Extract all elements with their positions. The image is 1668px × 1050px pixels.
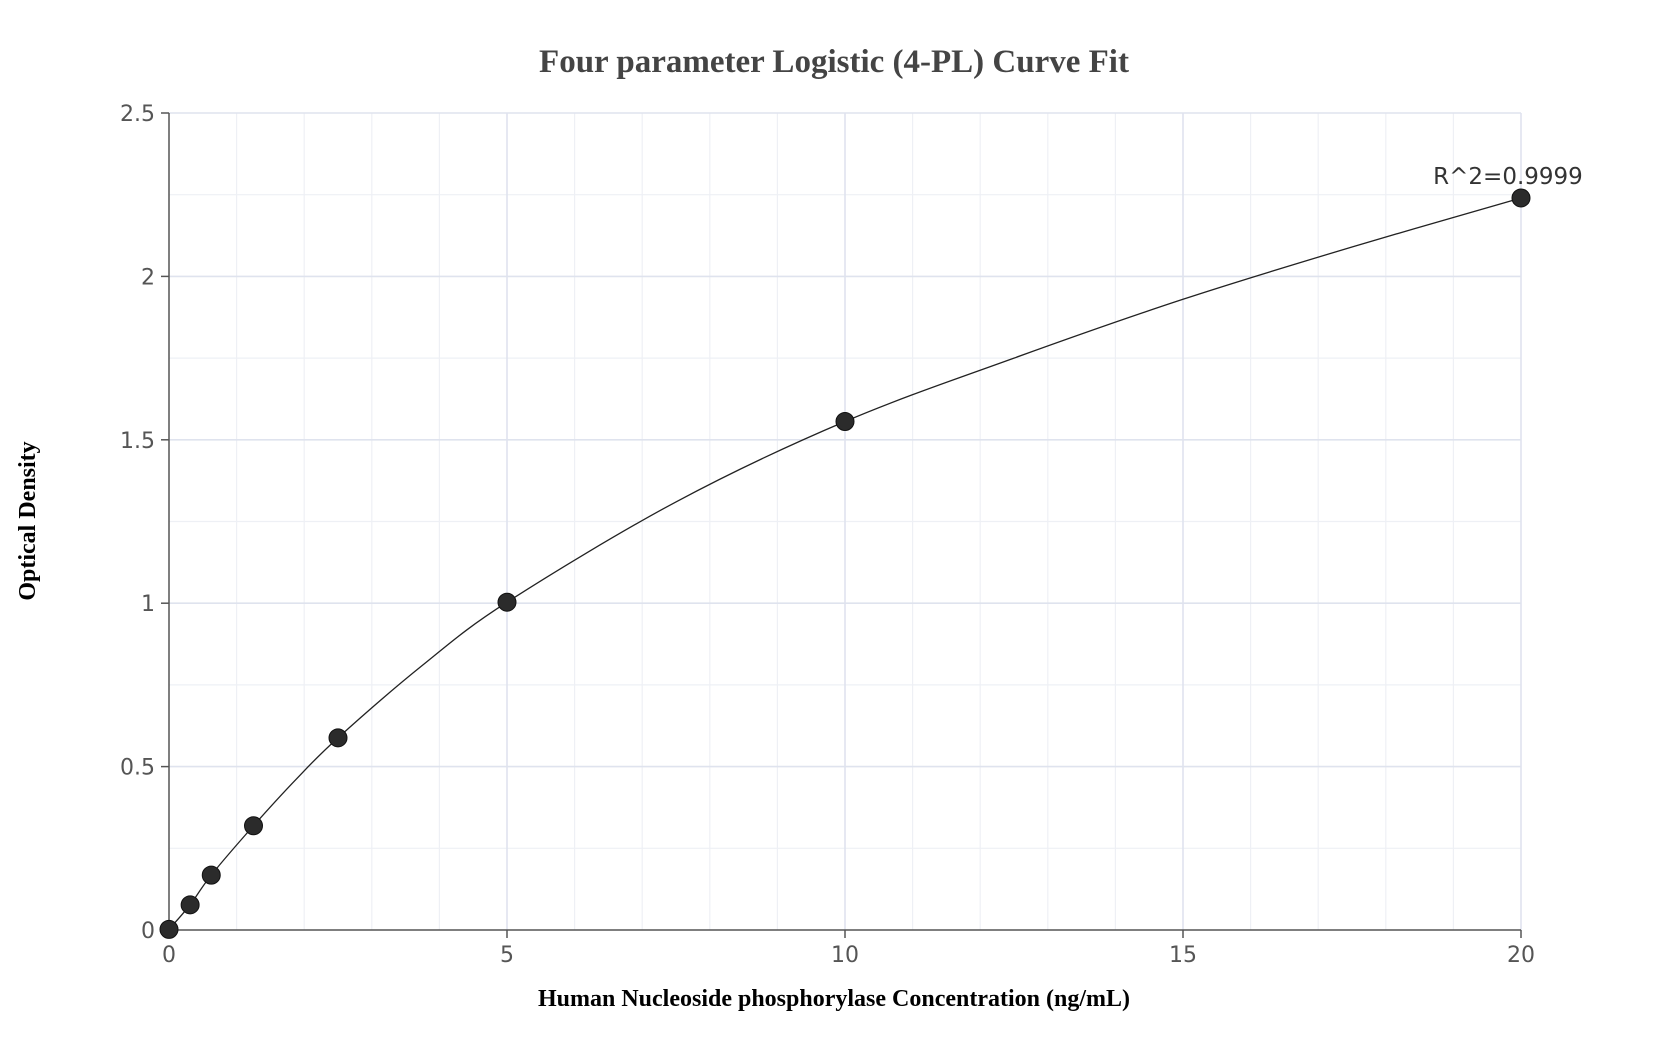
y-tick-label: 2 [141, 265, 155, 290]
y-tick-label: 1.5 [120, 429, 155, 454]
x-axis-title: Human Nucleoside phosphorylase Concentra… [538, 986, 1130, 1012]
x-axis-ticks: 0 5 10 15 20 [162, 930, 1535, 968]
major-gridlines-y [169, 112, 1521, 768]
chart-title: Four parameter Logistic (4-PL) Curve Fit [539, 44, 1129, 80]
data-point [1511, 188, 1531, 208]
data-points [159, 188, 1531, 939]
x-tick-label: 0 [162, 943, 176, 968]
data-point [497, 592, 517, 612]
x-tick-label: 20 [1507, 943, 1535, 968]
x-tick-label: 15 [1169, 943, 1197, 968]
y-tick-label: 0.5 [120, 756, 155, 781]
x-tick-label: 5 [500, 943, 514, 968]
data-point [244, 816, 263, 836]
data-point [159, 919, 179, 939]
data-point [835, 411, 855, 431]
y-tick-label: 0 [141, 919, 155, 944]
data-point [328, 728, 348, 748]
y-axis-ticks: 0 0.5 1 1.5 2 2.5 [120, 102, 169, 944]
y-tick-label: 2.5 [120, 102, 155, 127]
data-point [201, 865, 221, 885]
major-gridlines-x [506, 113, 1522, 930]
y-tick-label: 1 [141, 592, 155, 617]
data-point [180, 895, 200, 915]
y-axis-title: Optical Density [15, 441, 41, 600]
r-squared-annotation: R^2=0.9999 [1433, 164, 1583, 190]
x-tick-label: 10 [831, 943, 859, 968]
